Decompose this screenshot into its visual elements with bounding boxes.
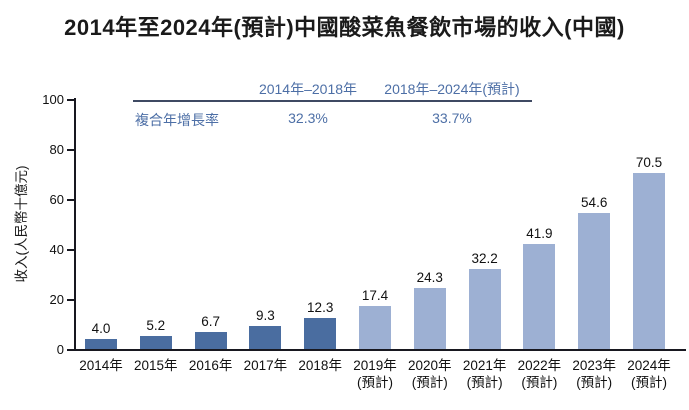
- x-tick-forecast-note: (預計): [576, 375, 613, 390]
- x-tick-forecast-note: (預計): [631, 375, 667, 390]
- bar-value-2022年: 41.9: [526, 226, 553, 242]
- x-tick-label-2019年: 2019年 (預計): [346, 357, 404, 391]
- x-tick-year: 2018年: [298, 358, 342, 373]
- chart-title: 2014年至2024年(預計)中國酸菜魚餐飲市場的收入(中國): [64, 15, 625, 40]
- x-tick-year: 2023年: [572, 358, 616, 373]
- y-axis-line: [74, 98, 76, 351]
- bar-2021年-forecast: [468, 268, 501, 349]
- x-tick-label-2024年: 2024年 (預計): [620, 357, 678, 391]
- x-tick-forecast-note: (預計): [357, 375, 393, 390]
- bar-value-2018年: 12.3: [307, 300, 334, 316]
- y-tick-mark-100: [67, 99, 74, 101]
- x-tick-label-2023年: 2023年 (預計): [565, 357, 623, 391]
- y-tick-mark-0: [67, 349, 74, 351]
- x-tick-label-2014年: 2014年: [72, 357, 130, 374]
- x-tick-year: 2020年: [408, 358, 452, 373]
- y-tick-label-60: 60: [49, 192, 64, 207]
- x-tick-year: 2021年: [462, 358, 507, 373]
- bar-2024年-forecast: [633, 172, 665, 349]
- x-tick-label-2021年: 2021年 (預計): [456, 357, 514, 391]
- x-tick-label-2016年: 2016年: [182, 357, 240, 374]
- bar-value-2016年: 6.7: [201, 314, 220, 330]
- cagr-period-2018-2024: 2018年–2024年(預計): [384, 81, 520, 97]
- cagr-value-2014-2018: 32.3%: [288, 110, 328, 126]
- x-tick-year: 2016年: [188, 358, 233, 373]
- x-tick-label-2015年: 2015年: [127, 357, 185, 374]
- x-tick-label-2018年: 2018年: [291, 357, 349, 374]
- x-axis-line: [74, 349, 686, 351]
- y-tick-label-0: 0: [56, 342, 64, 357]
- y-tick-mark-60: [67, 199, 74, 201]
- x-tick-forecast-note: (預計): [466, 375, 503, 390]
- cagr-period-2014-2018: 2014年–2018年: [258, 81, 358, 97]
- x-tick-year: 2022年: [517, 358, 562, 373]
- bar-2015年: [139, 336, 172, 349]
- bar-value-2015年: 5.2: [146, 318, 166, 333]
- y-axis-title: 收入(人民幣十億元): [14, 165, 29, 283]
- cagr-value-2018-2024: 33.7%: [432, 110, 472, 126]
- bar-value-2020年: 24.3: [416, 270, 443, 286]
- bar-2016年: [194, 332, 227, 349]
- bar-2023年-forecast: [578, 212, 611, 349]
- bar-value-2021年: 32.2: [471, 250, 498, 266]
- x-tick-year: 2019年: [353, 358, 397, 373]
- y-tick-label-20: 20: [49, 292, 64, 307]
- y-tick-mark-80: [67, 149, 74, 151]
- bar-2014年: [85, 339, 117, 349]
- x-tick-forecast-note: (預計): [521, 375, 558, 390]
- y-tick-mark-40: [67, 249, 74, 251]
- bar-value-2023年: 54.6: [581, 194, 608, 210]
- x-tick-year: 2015年: [134, 358, 178, 373]
- x-tick-label-2020年: 2020年 (預計): [401, 357, 459, 391]
- cagr-divider-line: [133, 100, 532, 102]
- bar-2019年-forecast: [359, 305, 391, 349]
- x-tick-year: 2017年: [243, 358, 288, 373]
- y-tick-label-100: 100: [42, 92, 64, 107]
- bar-2017年: [249, 325, 282, 349]
- x-tick-year: 2014年: [79, 358, 123, 373]
- y-tick-label-40: 40: [49, 242, 64, 257]
- y-tick-label-80: 80: [49, 142, 64, 157]
- cagr-row-label: 複合年增長率: [135, 112, 219, 128]
- bar-value-2014年: 4.0: [91, 321, 111, 336]
- bar-value-2024年: 70.5: [635, 154, 663, 170]
- bar-2022年-forecast: [523, 244, 556, 349]
- bar-value-2019年: 17.4: [361, 287, 389, 303]
- y-tick-mark-20: [67, 299, 74, 301]
- bar-value-2017年: 9.3: [256, 307, 275, 323]
- x-tick-label-2022年: 2022年 (預計): [510, 357, 568, 391]
- bar-2018年: [304, 318, 337, 349]
- bar-2020年-forecast: [413, 288, 446, 349]
- x-tick-label-2017年: 2017年: [236, 357, 294, 374]
- x-tick-year: 2024年: [627, 358, 671, 373]
- x-tick-forecast-note: (預計): [411, 375, 448, 390]
